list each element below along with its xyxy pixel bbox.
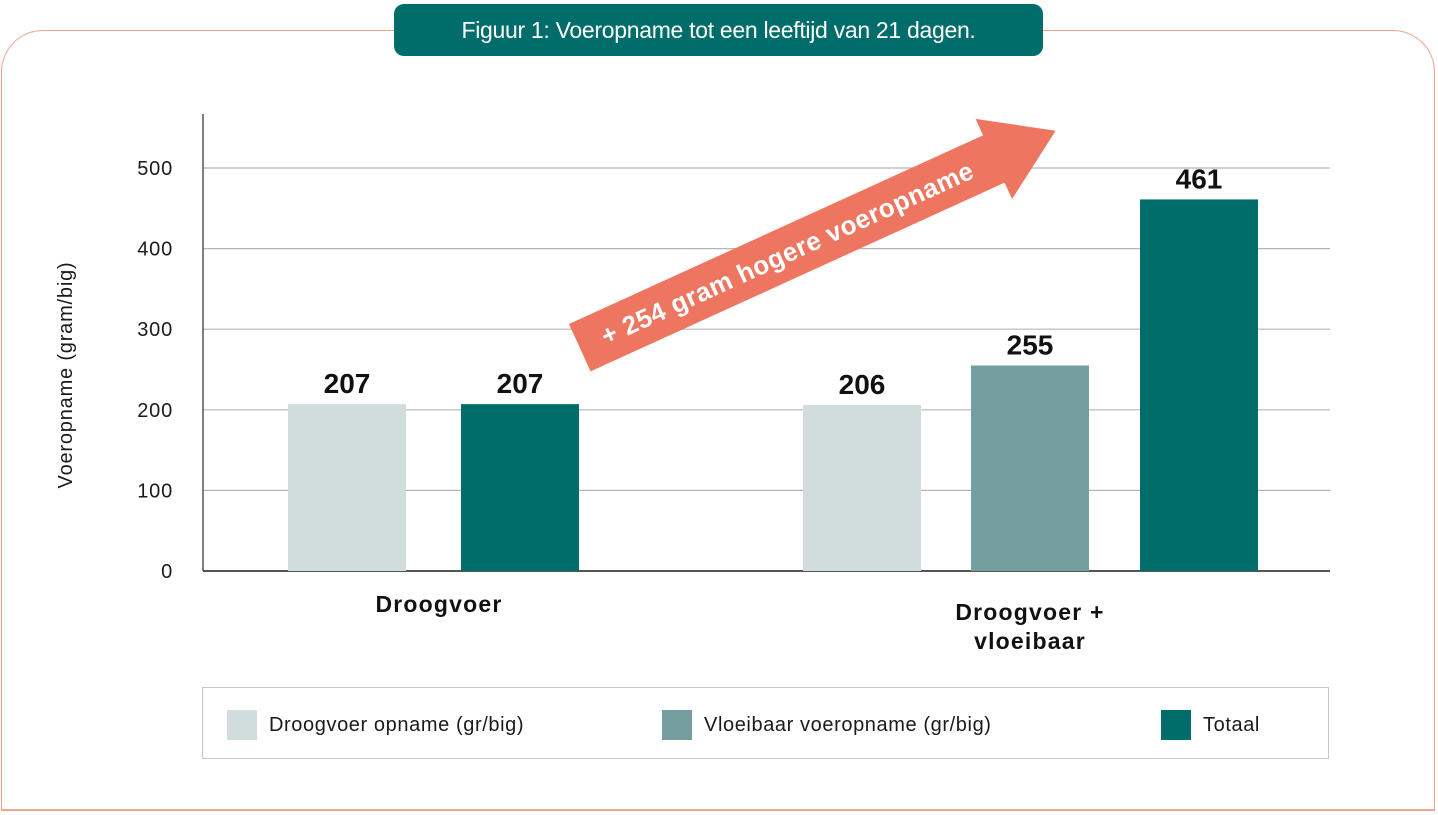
legend-label-totaal: Totaal — [1203, 713, 1260, 736]
bar-2-2 — [971, 365, 1089, 571]
bar-2-3 — [1140, 199, 1258, 571]
bars — [288, 199, 1258, 571]
legend-label-droogvoer: Droogvoer opname (gr/big) — [269, 713, 525, 736]
chart-frame-bottom — [1, 809, 1435, 811]
legend-label-vloeibaar: Vloeibaar voeropname (gr/big) — [704, 713, 992, 736]
y-tick-label-200: 200 — [137, 400, 173, 422]
growth-arrow: + 254 gram hogere voeropname — [569, 118, 1056, 372]
legend-swatch-vloeibaar — [662, 710, 692, 740]
legend-item-vloeibaar: Vloeibaar voeropname (gr/big) — [662, 710, 992, 740]
data-label-1: 207 — [324, 368, 371, 399]
x-category-label-2-2: vloeibaar — [974, 628, 1086, 654]
bar-1-3 — [461, 404, 579, 571]
data-label-2: 207 — [497, 368, 544, 399]
growth-arrow-shape — [569, 118, 1056, 372]
legend-item-totaal: Totaal — [1161, 710, 1260, 740]
data-label-3: 206 — [839, 369, 886, 400]
legend-swatch-droogvoer — [227, 710, 257, 740]
figure-title-text: Figuur 1: Voeropname tot een leeftijd va… — [461, 16, 976, 43]
bar-1-1 — [288, 404, 406, 571]
y-tick-label-0: 0 — [161, 561, 173, 583]
y-tick-label-100: 100 — [137, 480, 173, 502]
y-tick-label-500: 500 — [137, 158, 173, 180]
x-category-label-2-1: Droogvoer + — [955, 599, 1104, 625]
data-label-4: 255 — [1007, 329, 1054, 360]
annotation: + 254 gram hogere voeropname — [569, 118, 1056, 372]
legend: Droogvoer opname (gr/big) Vloeibaar voer… — [202, 687, 1329, 759]
y-tick-label-400: 400 — [137, 239, 173, 261]
x-category-label-1-1: Droogvoer — [375, 591, 502, 617]
legend-item-droogvoer: Droogvoer opname (gr/big) — [227, 710, 524, 740]
bar-2-1 — [803, 404, 921, 571]
data-label-5: 461 — [1176, 163, 1223, 194]
legend-swatch-totaal — [1161, 710, 1191, 740]
y-axis-label: Voeropname (gram/big) — [55, 262, 77, 489]
figure-title: Figuur 1: Voeropname tot een leeftijd va… — [394, 4, 1043, 56]
y-tick-label-300: 300 — [137, 319, 173, 341]
growth-arrow-label: + 254 gram hogere voeropname — [596, 155, 978, 351]
data-labels: 207 207 206 255 461 — [324, 163, 1223, 400]
x-axis-categories: Droogvoer Droogvoer + vloeibaar — [375, 591, 1104, 654]
